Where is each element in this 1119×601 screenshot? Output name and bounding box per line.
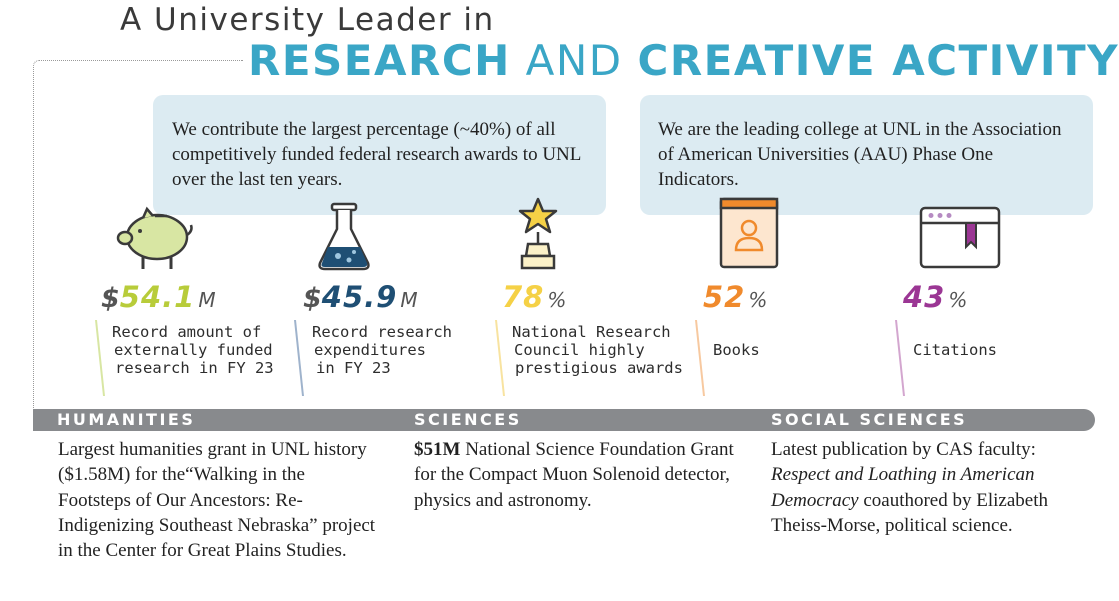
section-label-social-sciences: SOCIAL SCIENCES (771, 410, 968, 429)
book-person-icon (719, 197, 779, 269)
stat-description: National Research Council highly prestig… (512, 323, 683, 377)
trophy-star-icon (518, 197, 558, 270)
section-text-sciences: $51M National Science Foundation Grant f… (414, 437, 734, 513)
stat-description: Record research expenditures in FY 23 (312, 323, 452, 377)
heading-line-2: RESEARCH AND CREATIVE ACTIVITY (248, 36, 1119, 85)
stat-suffix: M (198, 288, 216, 312)
desc-line: research in FY 23 (115, 359, 274, 377)
stat-suffix: M (400, 288, 418, 312)
stat-suffix: % (948, 288, 968, 312)
heading-line-1: A University Leader in (120, 2, 495, 38)
stat-value: 52% (703, 280, 767, 314)
stat-number: 45.9 (321, 280, 398, 314)
stat-prefix: $ (303, 283, 322, 314)
heading-research: RESEARCH (248, 36, 511, 85)
stat-value: 43% (903, 280, 967, 314)
stat-description: Citations (913, 341, 997, 359)
decorative-dotted-frame (33, 60, 243, 410)
sciences-body: National Science Foundation Grant for th… (414, 439, 734, 511)
social-body-pre: Latest publication by CAS faculty: (771, 439, 1036, 460)
stat-value: 78% (502, 280, 566, 314)
desc-line: prestigious awards (515, 359, 683, 377)
stat-number: 43 (903, 280, 946, 314)
desc-line: expenditures (314, 341, 426, 359)
stat-description: Books (713, 341, 760, 359)
sciences-highlight: $51M (414, 439, 461, 460)
desc-line: Council highly (514, 341, 645, 359)
stat-description: Record amount of externally funded resea… (112, 323, 274, 377)
accent-bar (495, 320, 505, 396)
flask-icon (318, 202, 370, 271)
desc-line: Record research (312, 323, 452, 341)
section-divider-bar (33, 409, 1095, 431)
heading-creative-activity: CREATIVE ACTIVITY (637, 36, 1119, 85)
heading-and: AND (525, 36, 623, 85)
piggy-bank-icon (116, 206, 193, 269)
section-label-humanities: HUMANITIES (57, 410, 196, 429)
stat-prefix: $ (101, 283, 120, 314)
section-text-humanities: Largest humanities grant in UNL history … (58, 439, 376, 562)
browser-bookmark-icon (919, 206, 1001, 269)
desc-line: Citations (913, 341, 997, 359)
desc-line: Books (713, 341, 760, 359)
section-label-sciences: SCIENCES (414, 410, 522, 429)
stat-number: 52 (703, 280, 746, 314)
desc-line: Record amount of (112, 323, 262, 341)
stat-suffix: % (748, 288, 768, 312)
section-text-social-sciences: Latest publication by CAS faculty: Respe… (771, 437, 1081, 538)
stat-suffix: % (547, 288, 567, 312)
stat-number: 78 (502, 280, 545, 314)
stat-number: 54.1 (119, 280, 196, 314)
callout-federal-awards: We contribute the largest percentage (~4… (153, 95, 606, 215)
desc-line: in FY 23 (316, 359, 391, 377)
desc-line: National Research (512, 323, 671, 341)
desc-line: externally funded (114, 341, 273, 359)
accent-bar (294, 320, 304, 396)
callout-aau-indicators: We are the leading college at UNL in the… (640, 95, 1093, 215)
book-title: Respect and Loathing in American Democra… (771, 464, 1035, 511)
stat-value: $54.1 M (101, 280, 216, 314)
stat-value: $45.9 M (303, 280, 418, 314)
accent-bar (895, 320, 905, 396)
accent-bar (695, 320, 705, 396)
social-body-post: coauthored by Elizabeth Theiss-Morse, po… (771, 489, 1048, 536)
